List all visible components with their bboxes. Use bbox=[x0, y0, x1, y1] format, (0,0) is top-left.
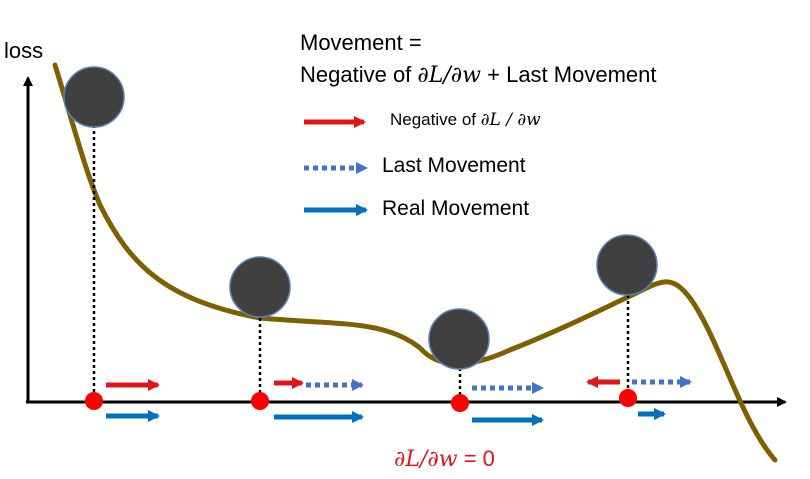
ball-2 bbox=[229, 256, 291, 318]
y-axis-label: loss bbox=[4, 38, 44, 63]
legend-item-real: Real Movement bbox=[382, 197, 530, 220]
axis-point-4 bbox=[619, 389, 637, 407]
ball-1 bbox=[63, 66, 125, 128]
zero-gradient-math: ∂L/∂w bbox=[394, 447, 458, 472]
ball-3 bbox=[428, 308, 490, 370]
legend-item-last: Last Movement bbox=[382, 154, 526, 177]
formula-suffix: + Last Movement bbox=[481, 62, 657, 87]
formula-line-2: Negative of ∂L/∂w + Last Movement bbox=[300, 62, 657, 88]
formula-line-1: Movement = bbox=[300, 30, 422, 55]
legend-item-gradient: Negative of ∂L / ∂w bbox=[390, 110, 541, 130]
legend-gradient-prefix: Negative of bbox=[390, 110, 481, 129]
axis-point-2 bbox=[251, 392, 269, 410]
legend-gradient-math: ∂L / ∂w bbox=[480, 110, 541, 130]
ball-4 bbox=[596, 234, 658, 296]
loss-curve bbox=[52, 62, 778, 463]
axis-point-3 bbox=[451, 394, 469, 412]
formula-math: ∂L/∂w bbox=[417, 63, 482, 88]
formula-prefix: Negative of bbox=[300, 62, 418, 87]
zero-gradient-label: ∂L/∂w = 0 bbox=[394, 446, 495, 472]
axis-point-1 bbox=[85, 392, 103, 410]
zero-gradient-suffix: = 0 bbox=[457, 446, 495, 471]
